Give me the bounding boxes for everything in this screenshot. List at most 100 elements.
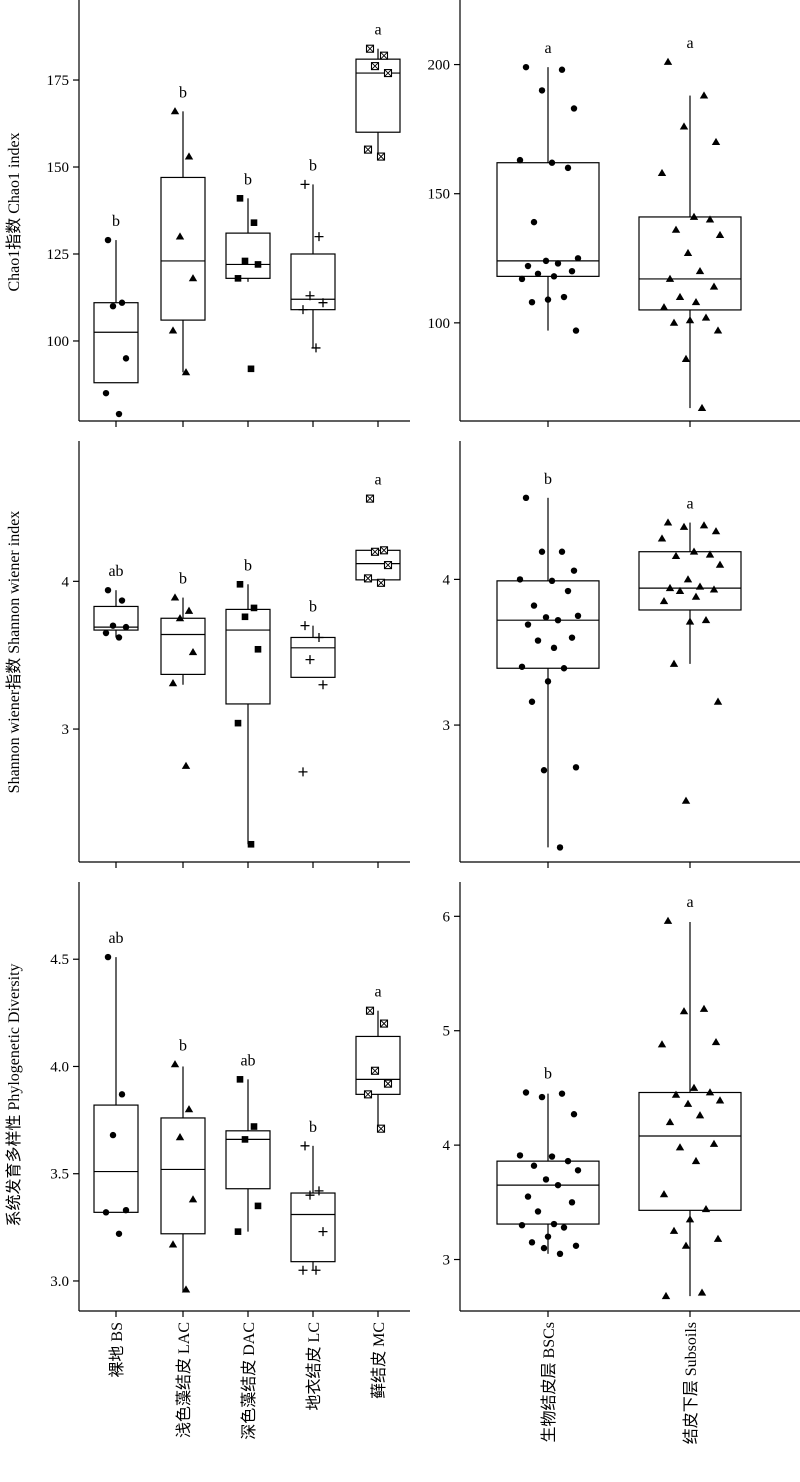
data-point (311, 1265, 321, 1275)
data-point (691, 592, 701, 600)
data-point (524, 1193, 532, 1200)
data-point (572, 1242, 580, 1249)
data-point (254, 1202, 262, 1210)
data-point (534, 637, 542, 644)
significance-label: ab (108, 563, 123, 580)
data-point (560, 293, 568, 301)
data-point (540, 767, 548, 774)
data-point (679, 522, 689, 530)
data-point (363, 1090, 373, 1099)
box (290, 1192, 336, 1263)
data-point (709, 1139, 719, 1147)
box (638, 551, 742, 611)
data-point (699, 521, 709, 529)
data-point (298, 1265, 308, 1275)
data-point (170, 593, 180, 601)
box (93, 605, 139, 631)
data-point (570, 105, 578, 112)
data-point (669, 1226, 679, 1234)
data-point (188, 274, 198, 282)
data-point (564, 587, 572, 595)
data-point (691, 297, 701, 306)
data-point (558, 1090, 566, 1097)
box-group: b (93, 213, 139, 418)
data-point (314, 1186, 324, 1196)
data-point (236, 195, 244, 202)
data-point (383, 69, 393, 78)
data-point (564, 164, 572, 172)
box (290, 636, 336, 678)
data-point (376, 578, 386, 587)
data-point (122, 355, 130, 362)
data-point (168, 679, 178, 687)
significance-label: b (309, 1119, 317, 1136)
data-point (657, 1040, 667, 1048)
box-group: ab (93, 563, 139, 641)
box-group: a (638, 894, 742, 1300)
data-point (548, 1153, 556, 1160)
data-point (665, 583, 675, 592)
box (160, 1117, 206, 1235)
data-point (318, 298, 328, 308)
data-point (115, 1230, 123, 1237)
data-point (254, 645, 262, 653)
data-point (530, 1162, 538, 1169)
data-point (305, 1190, 315, 1200)
data-point (115, 410, 123, 418)
box-group: a (355, 472, 401, 587)
data-point (379, 546, 389, 555)
y-axis-label: 系统发育多样性 Phylogenetic Diversity (5, 963, 23, 1226)
box (638, 216, 742, 311)
significance-label: a (686, 35, 693, 52)
significance-label: b (309, 157, 317, 174)
data-point (516, 576, 524, 583)
data-point (379, 1019, 389, 1028)
box-group: b (160, 84, 206, 376)
data-point (250, 604, 258, 612)
y-tick-label: 175 (47, 73, 70, 89)
data-point (661, 1291, 671, 1300)
data-point (689, 212, 699, 220)
data-point (300, 1141, 310, 1151)
data-point (516, 156, 524, 164)
data-point (379, 51, 389, 60)
panel-pd-layers: 3 4 5 6 b a (443, 882, 800, 1317)
box (93, 1104, 139, 1213)
data-point (679, 1007, 689, 1015)
data-point (550, 273, 558, 280)
data-point (554, 260, 562, 267)
data-point (247, 365, 255, 373)
data-point (538, 1093, 546, 1101)
data-point (671, 225, 681, 233)
significance-label: b (244, 171, 252, 188)
data-point (530, 602, 538, 609)
data-point (298, 305, 308, 315)
data-point (685, 316, 695, 324)
data-point (560, 665, 568, 672)
box (225, 232, 271, 279)
data-point (657, 168, 667, 176)
data-point (370, 62, 380, 71)
significance-label: a (544, 40, 551, 57)
data-point (370, 1066, 380, 1075)
y-tick-label: 6 (443, 909, 451, 925)
y-tick-label: 125 (47, 247, 70, 263)
data-point (701, 615, 711, 624)
significance-label: ab (108, 930, 123, 947)
data-point (170, 107, 180, 115)
data-point (671, 1090, 681, 1098)
data-point (363, 145, 373, 154)
y-tick-label: 100 (428, 316, 451, 332)
box-group: b (496, 471, 600, 851)
y-tick-label: 4 (443, 1138, 451, 1154)
data-point (663, 916, 673, 924)
data-point (691, 1156, 701, 1165)
data-point (115, 634, 123, 641)
data-point (713, 1234, 723, 1242)
data-point (558, 548, 566, 555)
y-tick-label: 150 (428, 187, 451, 203)
data-point (518, 663, 526, 670)
y-axis-label: Chao1指数 Chao1 index (5, 132, 23, 291)
data-point (663, 518, 673, 526)
